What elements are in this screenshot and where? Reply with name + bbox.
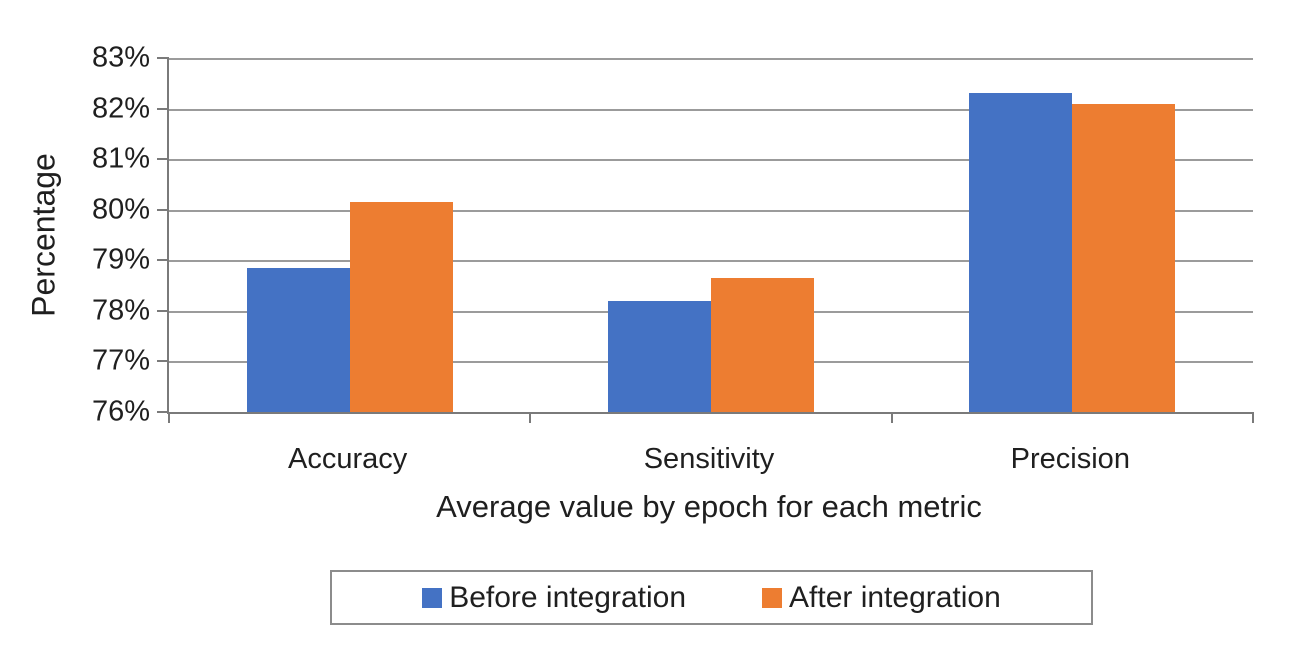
y-tick-label: 79%	[91, 243, 150, 276]
y-axis-tick-mark	[157, 208, 169, 211]
y-tick-label: 77%	[91, 344, 150, 377]
x-axis-category-labels: Accuracy Sensitivity Precision	[167, 443, 1251, 476]
bar-precision-before-integration	[969, 93, 1073, 412]
gridline	[169, 260, 1253, 263]
y-tick-label: 78%	[91, 294, 150, 327]
x-axis-tick-mark	[529, 412, 532, 423]
y-tick-label: 83%	[91, 41, 150, 74]
bar-sensitivity-before-integration	[607, 300, 711, 412]
y-tick-label: 81%	[91, 142, 150, 175]
bar-accuracy-after-integration	[349, 202, 453, 412]
gridline	[169, 58, 1253, 60]
y-axis-tick-labels: 83% 82% 81% 80% 79% 78% 77% 76%	[0, 42, 150, 428]
y-axis-tick-mark	[157, 309, 169, 312]
gridline	[169, 108, 1253, 111]
y-axis-tick-mark	[157, 259, 169, 262]
legend-label-after-integration: After integration	[789, 580, 1001, 614]
y-axis-tick-mark	[157, 158, 169, 161]
y-axis-tick-mark	[157, 411, 169, 413]
plot-area	[157, 57, 1254, 423]
legend-entry-after-integration: After integration	[762, 581, 1001, 615]
y-tick-label: 82%	[91, 92, 150, 125]
x-axis-title: Average value by epoch for each metric	[436, 489, 982, 524]
gridline	[169, 159, 1253, 162]
gridline	[169, 209, 1253, 212]
bar-group-accuracy	[169, 58, 530, 412]
bar-group-sensitivity	[530, 58, 891, 412]
x-category-label-precision: Precision	[1010, 443, 1130, 475]
bar-accuracy-before-integration	[246, 267, 350, 412]
x-category-label-accuracy: Accuracy	[288, 443, 408, 475]
legend-swatch-after-integration	[762, 587, 783, 608]
x-axis-tick-mark	[168, 412, 170, 423]
bar-precision-after-integration	[1072, 103, 1176, 412]
y-tick-label: 80%	[91, 193, 150, 226]
bar-group-precision	[892, 58, 1253, 412]
y-axis-tick-mark	[157, 360, 169, 363]
legend: Before integration After integration	[330, 570, 1093, 625]
bar-sensitivity-after-integration	[710, 278, 814, 412]
x-axis-tick-mark	[890, 412, 893, 423]
y-axis-tick-mark	[157, 107, 169, 110]
legend-swatch-before-integration	[422, 587, 443, 608]
x-category-label-sensitivity: Sensitivity	[643, 443, 775, 475]
y-tick-label: 76%	[91, 395, 150, 428]
legend-label-before-integration: Before integration	[449, 580, 687, 614]
legend-entry-before-integration: Before integration	[422, 581, 686, 615]
bars-layer	[169, 58, 1253, 412]
x-axis-tick-mark	[1252, 412, 1254, 423]
y-axis-tick-mark	[157, 57, 169, 59]
